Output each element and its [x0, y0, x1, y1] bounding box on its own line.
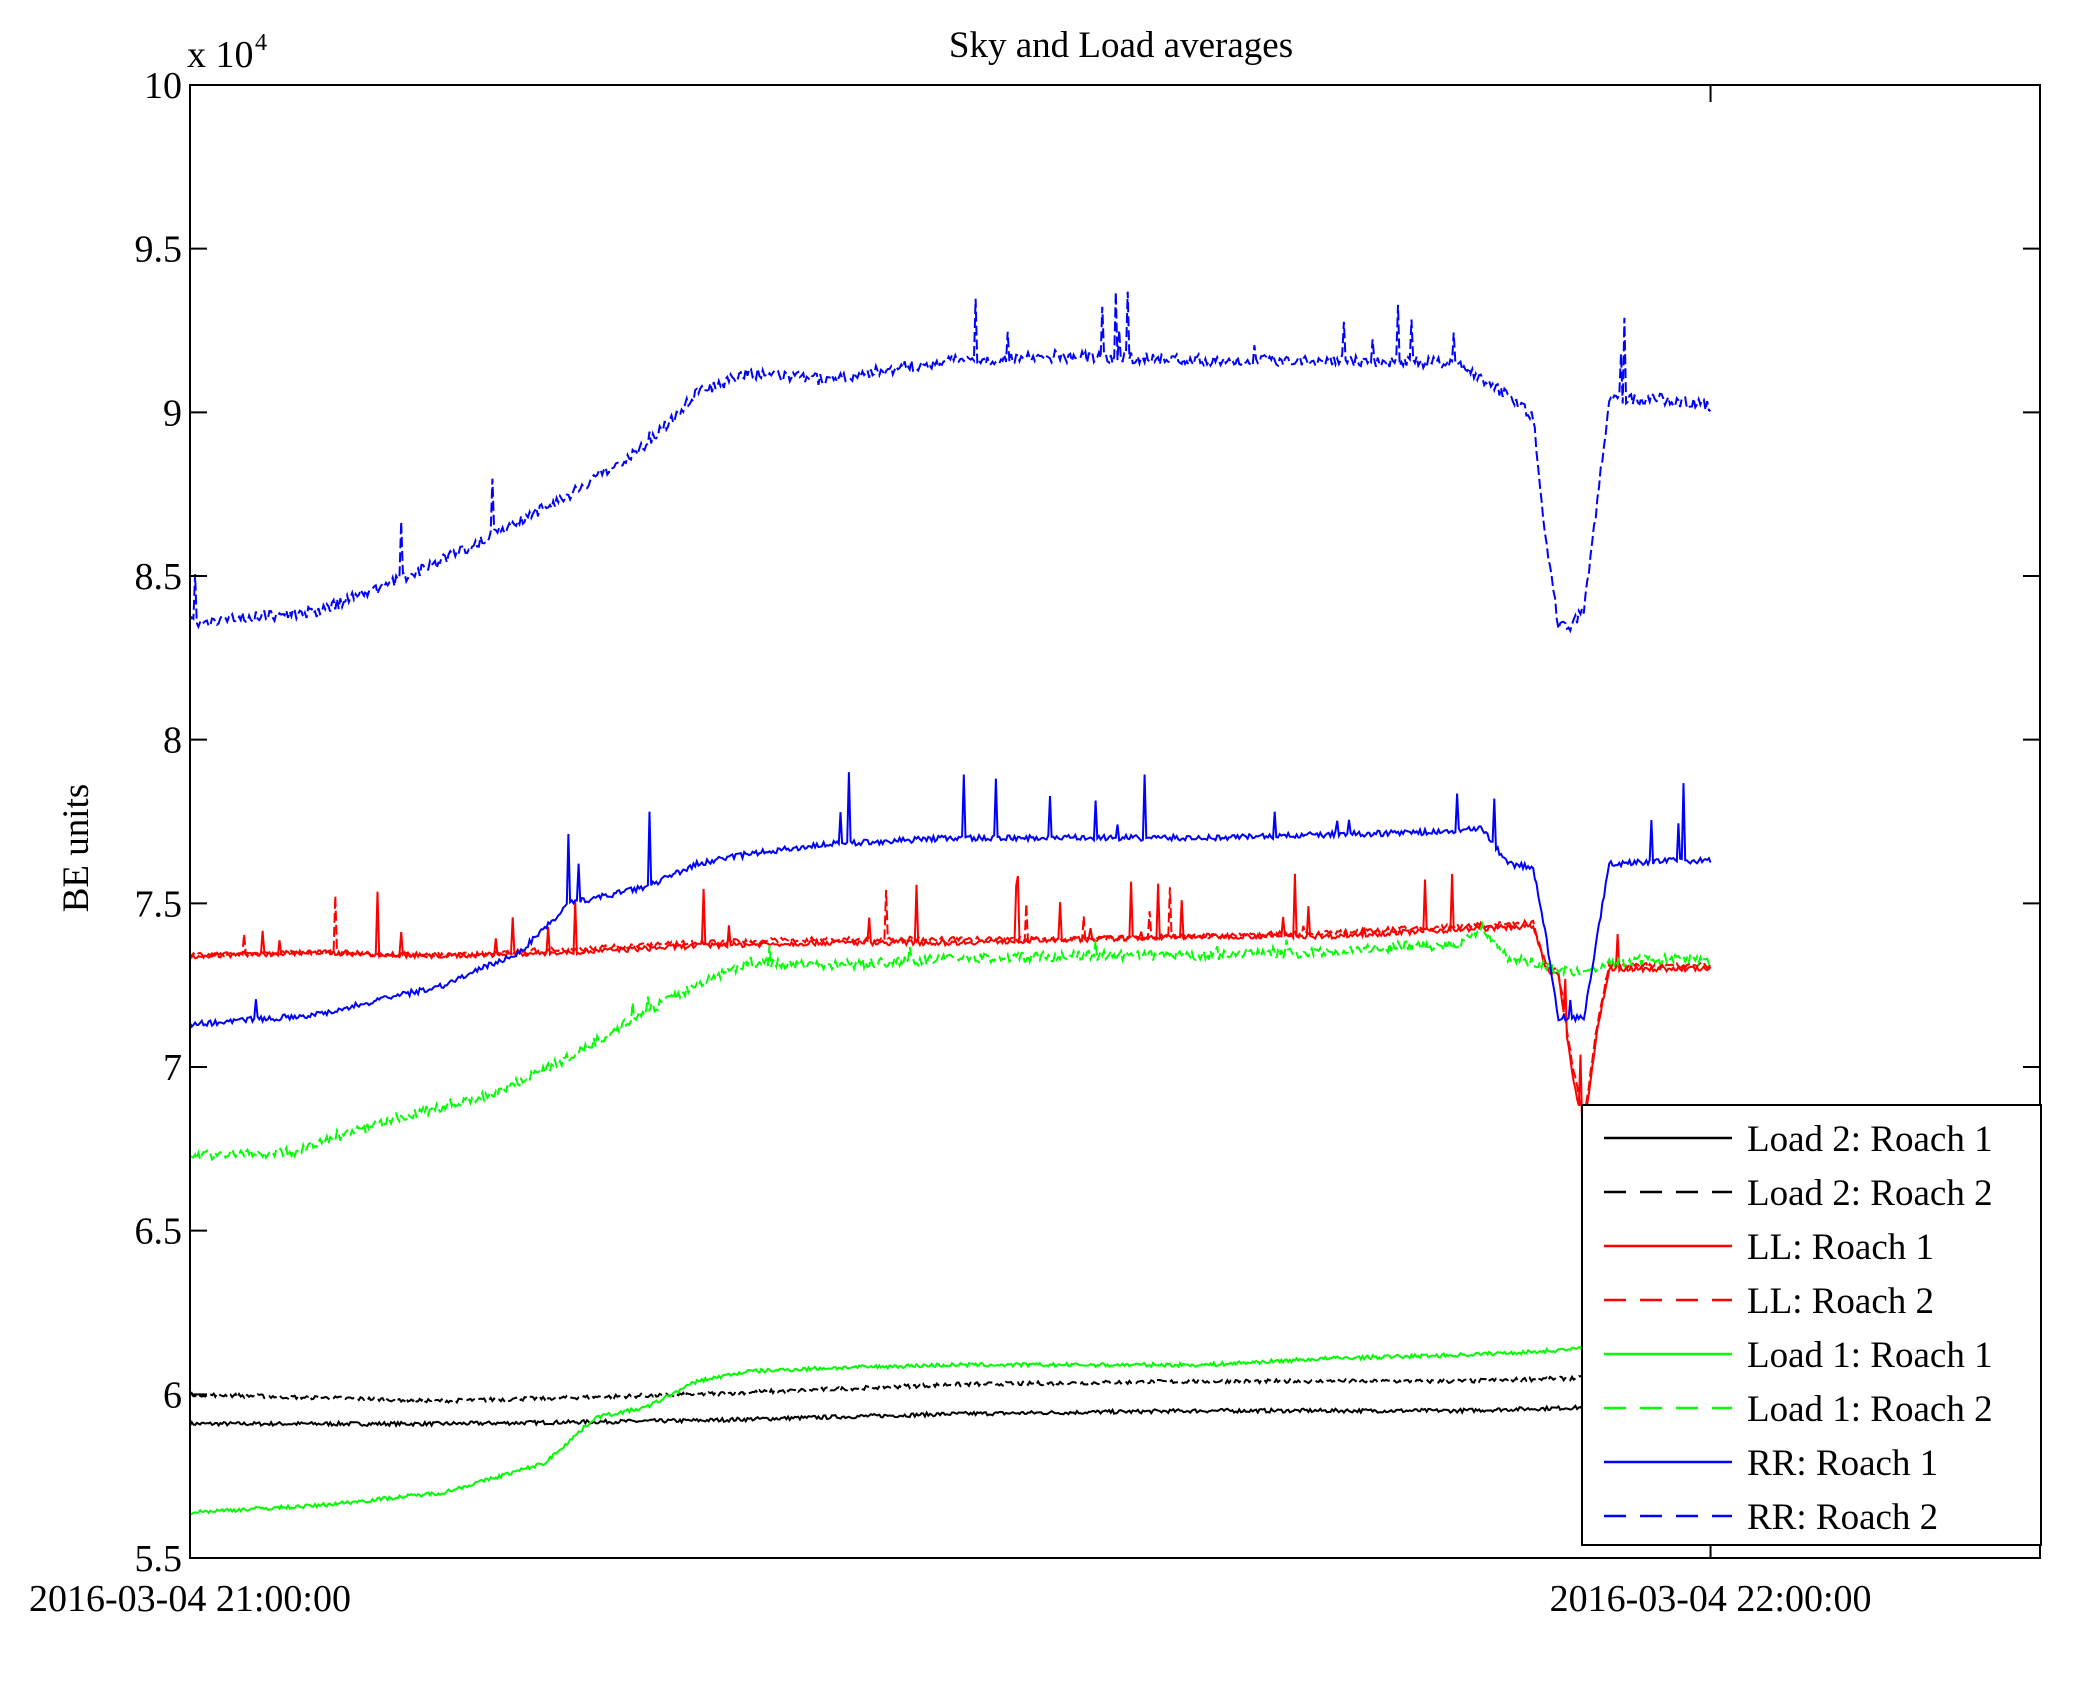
- y-tick-label-9: 10: [144, 65, 182, 107]
- legend-box: [1581, 1104, 2042, 1546]
- y-scale-multiplier: x 10 4: [187, 30, 267, 76]
- y-tick-label-5: 8: [163, 720, 182, 762]
- y-axis-label: BE units: [56, 784, 97, 913]
- legend: Load 2: Roach 1 Load 2: Roach 2 LL: Roach …: [1581, 1104, 2042, 1546]
- y-scale-label: x 10: [187, 34, 254, 76]
- legend-label-2: LL: Roach 1: [1747, 1227, 1934, 1268]
- y-tick-label-3: 7: [163, 1047, 182, 1089]
- x-tick-label-0: 2016-03-04 21:00:00: [29, 1578, 351, 1620]
- series-line-3: [189, 887, 1712, 1122]
- plot-series: [189, 291, 1712, 1516]
- y-tick-label-0: 5.5: [135, 1538, 183, 1580]
- legend-label-3: LL: Roach 2: [1747, 1281, 1934, 1322]
- series-line-6: [189, 772, 1712, 1029]
- series-line-5: [189, 920, 1712, 1163]
- y-tick-label-1: 6: [163, 1374, 182, 1416]
- chart-title: Sky and Load averages: [949, 25, 1293, 66]
- legend-label-1: Load 2: Roach 2: [1747, 1173, 1993, 1214]
- y-scale-exponent: 4: [255, 30, 267, 56]
- series-line-4: [189, 1344, 1712, 1516]
- legend-label-5: Load 1: Roach 2: [1747, 1389, 1993, 1430]
- y-tick-label-4: 7.5: [135, 883, 183, 925]
- legend-label-7: RR: Roach 2: [1747, 1497, 1938, 1538]
- plot-frame: [189, 84, 2041, 1559]
- legend-label-0: Load 2: Roach 1: [1747, 1119, 1993, 1160]
- x-tick-label-1: 2016-03-04 22:00:00: [1550, 1578, 1872, 1620]
- legend-label-4: Load 1: Roach 1: [1747, 1335, 1993, 1376]
- series-line-7: [189, 291, 1712, 634]
- series-line-1: [189, 1371, 1712, 1405]
- y-tick-label-8: 9.5: [135, 229, 183, 271]
- y-tick-label-2: 6.5: [135, 1211, 183, 1253]
- series-line-2: [189, 873, 1712, 1133]
- series-line-0: [189, 1401, 1711, 1429]
- y-tick-label-6: 8.5: [135, 556, 183, 598]
- axes: 5.5 6 6.5 7 7.5 8 8.5 9 9.5 10 2016-03-04 21:00:00…: [29, 65, 2041, 1620]
- legend-label-6: RR: Roach 1: [1747, 1443, 1938, 1484]
- y-tick-label-7: 9: [163, 392, 182, 434]
